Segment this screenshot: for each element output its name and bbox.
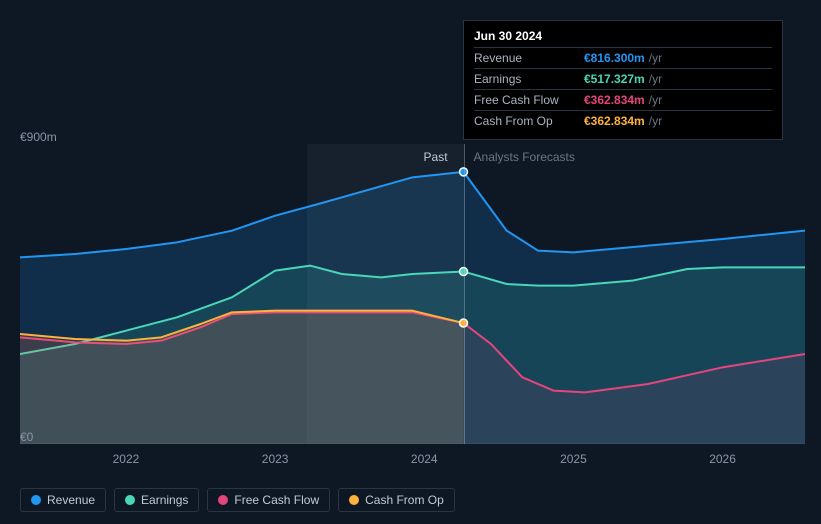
tooltip-row-value: €517.327m bbox=[584, 72, 645, 86]
tooltip-row: Cash From Op€362.834m/yr bbox=[474, 110, 772, 131]
legend-item-cfo[interactable]: Cash From Op bbox=[338, 488, 455, 512]
x-tick: 2025 bbox=[543, 452, 603, 466]
tooltip-row-label: Cash From Op bbox=[474, 114, 584, 128]
x-tick: 2022 bbox=[96, 452, 156, 466]
chart-svg bbox=[20, 144, 805, 444]
x-tick: 2024 bbox=[394, 452, 454, 466]
tooltip-row-unit: /yr bbox=[649, 93, 662, 107]
tooltip-row-label: Free Cash Flow bbox=[474, 93, 584, 107]
tooltip-row: Revenue€816.300m/yr bbox=[474, 47, 772, 68]
section-label-forecast: Analysts Forecasts bbox=[474, 150, 575, 164]
hover-tooltip: Jun 30 2024 Revenue€816.300m/yrEarnings€… bbox=[463, 20, 783, 140]
legend-label: Cash From Op bbox=[365, 493, 444, 507]
tooltip-date: Jun 30 2024 bbox=[474, 29, 772, 43]
tooltip-row-unit: /yr bbox=[649, 114, 662, 128]
chart-plot-area[interactable] bbox=[20, 144, 805, 444]
legend-swatch bbox=[349, 495, 359, 505]
legend-swatch bbox=[31, 495, 41, 505]
tooltip-row: Free Cash Flow€362.834m/yr bbox=[474, 89, 772, 110]
tooltip-row-unit: /yr bbox=[649, 51, 662, 65]
section-label-past: Past bbox=[424, 150, 448, 164]
tooltip-row: Earnings€517.327m/yr bbox=[474, 68, 772, 89]
cursor-divider-line bbox=[464, 144, 465, 444]
tooltip-row-value: €816.300m bbox=[584, 51, 645, 65]
legend: Revenue Earnings Free Cash Flow Cash From O… bbox=[20, 488, 455, 512]
x-tick: 2023 bbox=[245, 452, 305, 466]
legend-label: Earnings bbox=[141, 493, 188, 507]
legend-item-earnings[interactable]: Earnings bbox=[114, 488, 199, 512]
tooltip-row-value: €362.834m bbox=[584, 114, 645, 128]
x-tick: 2026 bbox=[693, 452, 753, 466]
legend-swatch bbox=[218, 495, 228, 505]
tooltip-row-label: Earnings bbox=[474, 72, 584, 86]
tooltip-row-label: Revenue bbox=[474, 51, 584, 65]
legend-label: Free Cash Flow bbox=[234, 493, 319, 507]
legend-item-fcf[interactable]: Free Cash Flow bbox=[207, 488, 330, 512]
legend-swatch bbox=[125, 495, 135, 505]
tooltip-row-unit: /yr bbox=[649, 72, 662, 86]
tooltip-row-value: €362.834m bbox=[584, 93, 645, 107]
legend-item-revenue[interactable]: Revenue bbox=[20, 488, 106, 512]
y-axis-label-top: €900m bbox=[20, 130, 57, 144]
legend-label: Revenue bbox=[47, 493, 95, 507]
